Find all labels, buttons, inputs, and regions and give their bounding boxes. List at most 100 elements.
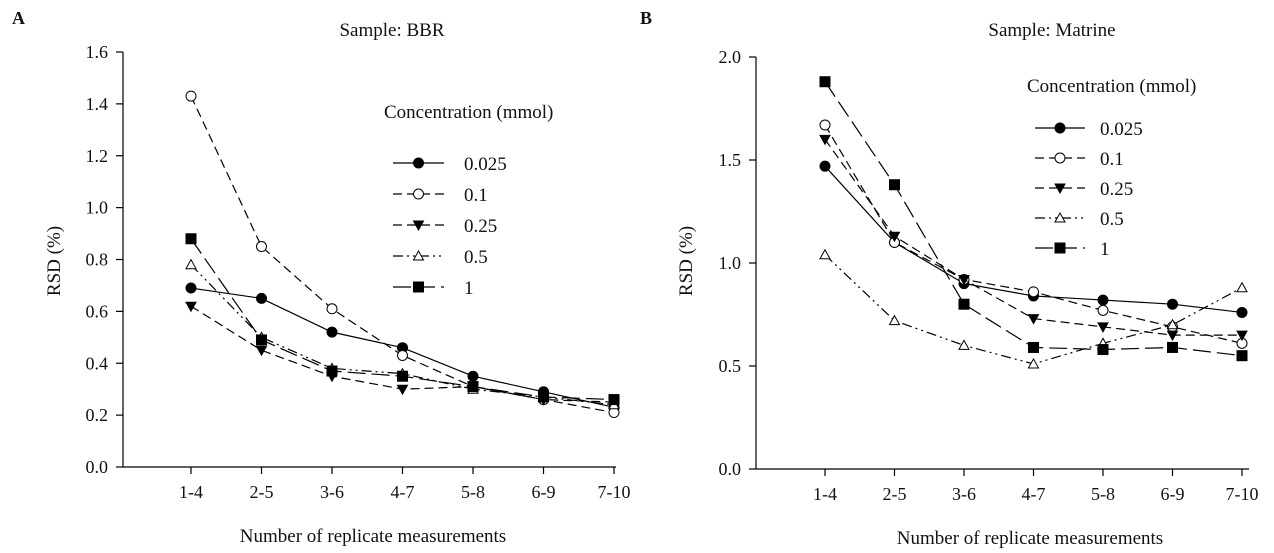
legend-marker	[1054, 183, 1066, 195]
data-point	[467, 370, 479, 382]
data-point	[1097, 344, 1109, 356]
data-point	[819, 119, 831, 131]
data-point	[1028, 341, 1039, 353]
data-point	[888, 314, 901, 326]
series-line	[824, 139, 1242, 336]
y-tick-label: 0.0	[86, 457, 109, 477]
series-0.5	[819, 248, 1248, 369]
data-point	[326, 365, 338, 377]
chart-title: Sample: Matrine	[988, 20, 1115, 41]
legend-label: 0.1	[464, 185, 488, 206]
data-point	[1097, 294, 1109, 306]
x-tick-label: 2-5	[883, 484, 907, 504]
legend-label: 0.5	[464, 247, 488, 268]
series-layer	[819, 76, 1248, 369]
x-tick-label: 5-8	[1091, 484, 1115, 504]
series-line	[190, 264, 615, 406]
legend-item: 1	[393, 278, 474, 299]
data-point	[1236, 281, 1248, 293]
series-0.25	[819, 134, 1248, 342]
x-tick-label: 2-5	[250, 482, 274, 502]
legend-item: 1	[1035, 239, 1110, 260]
legend-item: 0.5	[1035, 209, 1124, 230]
legend-label: 1	[464, 278, 474, 299]
y-tick-label: 1.0	[86, 198, 109, 218]
x-tick-label: 1-4	[813, 484, 837, 504]
y-tick-label: 0.8	[86, 250, 109, 270]
data-point	[326, 303, 338, 315]
series-1	[819, 76, 1248, 362]
legend-marker	[413, 281, 424, 293]
y-tick-label: 0.4	[86, 353, 109, 373]
data-point	[256, 241, 267, 253]
series-line	[190, 95, 615, 414]
data-point	[819, 76, 831, 88]
y-tick-label: 0.6	[86, 301, 109, 321]
data-point	[185, 282, 197, 294]
data-point	[185, 301, 197, 313]
data-point	[958, 298, 970, 310]
data-point	[819, 248, 831, 260]
x-tick-label: 7-10	[1226, 484, 1259, 504]
legend-marker	[1054, 122, 1066, 134]
chart-panel-b: B Sample: Matrine RSD (%) Number of repl…	[640, 8, 1259, 549]
data-point	[397, 370, 408, 382]
y-tick-label: 2.0	[719, 47, 742, 67]
data-point	[1027, 357, 1040, 369]
legend-label: 0.025	[1100, 119, 1143, 140]
y-tick-label: 1.6	[86, 42, 109, 62]
y-tick-label: 1.2	[86, 146, 109, 166]
legend-marker	[1054, 242, 1066, 254]
data-point	[888, 231, 901, 243]
data-point	[185, 90, 197, 102]
x-axis-label: Number of replicate measurements	[240, 526, 506, 547]
data-point	[256, 292, 267, 304]
panel-label: A	[12, 8, 25, 28]
y-tick-label: 0.5	[719, 356, 742, 376]
legend-item: 0.25	[1035, 179, 1133, 200]
legend-marker	[413, 157, 424, 169]
legend: 0.025 0.1 0.25 0.5 1	[1035, 119, 1143, 260]
legend-label: 0.25	[464, 216, 497, 237]
x-tick-label: 3-6	[952, 484, 976, 504]
data-point	[1167, 298, 1178, 310]
data-point	[255, 345, 268, 357]
legend-marker	[413, 188, 424, 200]
legend-marker	[412, 249, 425, 261]
x-axis-label: Number of replicate measurements	[897, 528, 1163, 549]
data-point	[958, 339, 970, 350]
data-point	[1166, 330, 1179, 342]
y-tick-label: 1.4	[86, 94, 109, 114]
legend-label: 1	[1100, 239, 1110, 260]
legend-marker	[412, 220, 425, 232]
x-tick-label: 1-4	[179, 482, 203, 502]
data-point	[326, 326, 338, 338]
series-0.1	[819, 119, 1248, 349]
data-point	[889, 179, 900, 191]
legend-item: 0.1	[393, 185, 488, 206]
series-layer	[185, 90, 620, 419]
y-axis-label: RSD (%)	[676, 226, 697, 296]
legend: 0.025 0.1 0.25 0.5 1	[393, 154, 507, 299]
data-point	[1097, 322, 1109, 333]
legend-label: 0.1	[1100, 149, 1124, 170]
data-point	[958, 274, 970, 286]
data-point	[467, 381, 479, 393]
x-tick-label: 7-10	[598, 482, 631, 502]
axes: 0.0 0.5 1.0 1.5 2.0 1-4 2-5 3-6 4-7 5-8 6-9 7-10	[719, 47, 1259, 504]
panel-label: B	[640, 8, 652, 28]
data-point	[608, 394, 620, 406]
data-point	[1236, 330, 1248, 342]
data-point	[1167, 341, 1178, 353]
legend-marker	[1054, 152, 1066, 164]
chart-panel-a: A Sample: BBR RSD (%) Number of replicat…	[12, 8, 631, 547]
legend-marker	[1054, 211, 1066, 223]
data-point	[1236, 350, 1248, 362]
legend-item: 0.5	[393, 247, 488, 268]
legend-title: Concentration (mmol)	[384, 102, 553, 123]
x-tick-label: 6-9	[1161, 484, 1185, 504]
y-tick-label: 0.0	[719, 459, 742, 479]
data-point	[819, 134, 831, 146]
y-axis-label: RSD (%)	[44, 226, 65, 296]
